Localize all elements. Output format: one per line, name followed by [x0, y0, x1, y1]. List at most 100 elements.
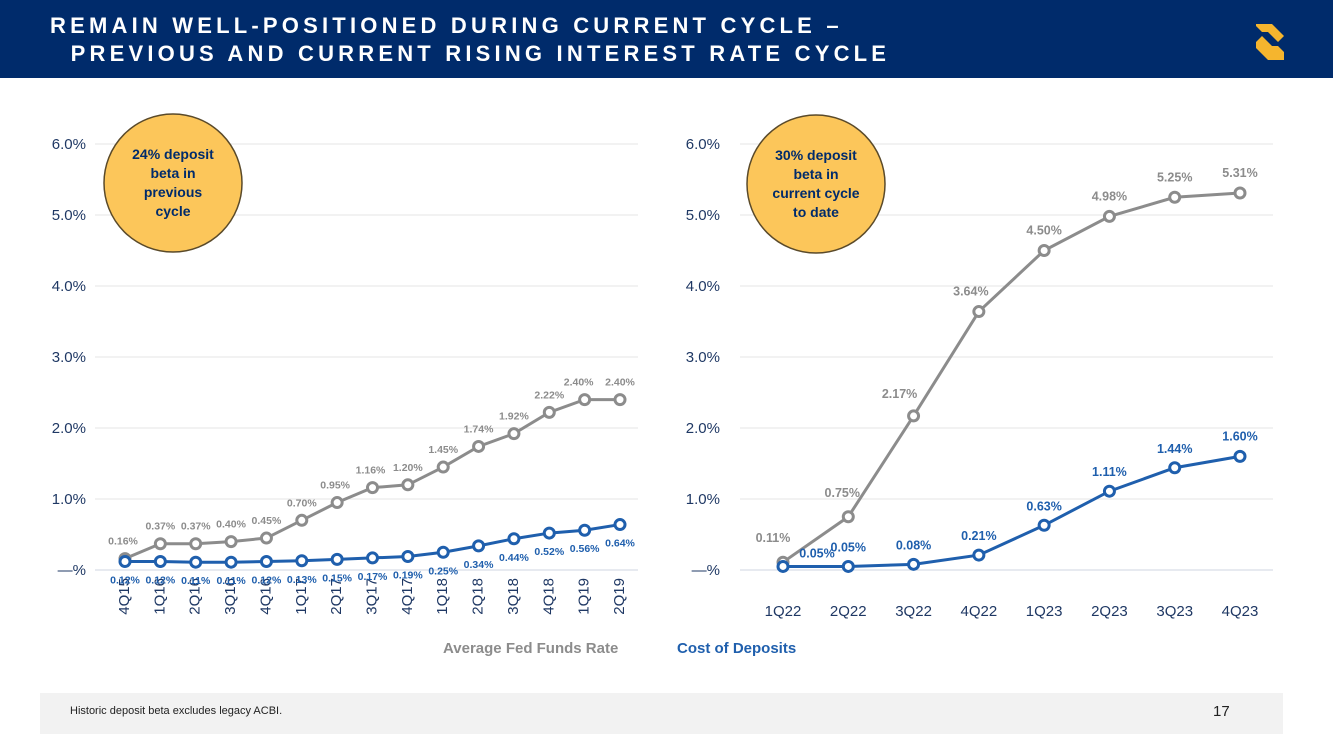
data-point	[1233, 449, 1247, 463]
data-point	[189, 555, 203, 569]
data-label: 0.05%	[831, 540, 866, 554]
data-label: 1.45%	[428, 444, 458, 456]
deposit-beta-badge	[746, 114, 886, 254]
data-point	[224, 535, 238, 549]
x-tick-label: 1Q17	[293, 578, 310, 615]
legend-cost-of-deposits: Cost of Deposits	[677, 640, 797, 657]
data-point	[578, 393, 592, 407]
data-point	[841, 559, 855, 573]
data-label: 0.15%	[322, 572, 352, 584]
badge-text-line: beta in	[793, 166, 838, 182]
data-label: 0.13%	[287, 574, 317, 586]
data-point	[972, 305, 986, 319]
data-point	[507, 532, 521, 546]
data-label: 0.17%	[358, 571, 388, 583]
series-line	[782, 191, 1241, 564]
badge-text-line: beta in	[150, 165, 195, 181]
x-tick-label: 1Q22	[765, 603, 802, 620]
data-label: 0.40%	[216, 519, 246, 531]
data-label: 0.11%	[216, 575, 246, 587]
data-label: 2.22%	[534, 389, 564, 401]
header-bar: REMAIN WELL-POSITIONED DURING CURRENT CY…	[0, 0, 1333, 78]
data-label: 0.11%	[181, 575, 211, 587]
y-tick-label: —%	[692, 562, 720, 579]
data-label: 4.50%	[1026, 224, 1061, 238]
x-tick-label: 3Q17	[363, 578, 380, 615]
x-tick-label: 2Q16	[187, 578, 204, 615]
data-label: 0.37%	[145, 521, 175, 533]
badge-text-line: current cycle	[772, 185, 859, 201]
data-point	[401, 478, 415, 492]
data-label: 3.64%	[953, 285, 988, 299]
data-point	[542, 405, 556, 419]
data-point	[259, 554, 273, 568]
data-label: 0.21%	[961, 529, 996, 543]
y-tick-label: 4.0%	[686, 278, 720, 295]
data-point	[907, 409, 921, 423]
data-label: 0.12%	[252, 574, 282, 586]
footer-bar: Historic deposit beta excludes legacy AC…	[40, 693, 1283, 734]
data-point	[1102, 484, 1116, 498]
data-label: 0.19%	[393, 570, 423, 582]
data-point	[472, 539, 486, 553]
y-tick-label: 3.0%	[686, 349, 720, 366]
footnote: Historic deposit beta excludes legacy AC…	[70, 705, 283, 717]
data-point	[295, 554, 309, 568]
data-point	[1037, 244, 1051, 257]
data-point	[118, 554, 132, 568]
data-label: 1.44%	[1157, 442, 1192, 456]
y-tick-label: 6.0%	[52, 136, 86, 153]
data-point	[436, 545, 450, 559]
badge-text-line: previous	[144, 184, 203, 200]
x-tick-label: 3Q22	[895, 603, 932, 620]
data-label: 0.95%	[320, 480, 350, 492]
data-label: 0.52%	[534, 546, 564, 558]
data-point	[1168, 461, 1182, 475]
data-point	[907, 557, 921, 571]
data-label: 1.74%	[464, 423, 494, 435]
data-label: 0.12%	[145, 574, 175, 586]
data-point	[153, 554, 167, 568]
badge-text-line: 24% deposit	[132, 146, 214, 162]
slide-title: REMAIN WELL-POSITIONED DURING CURRENT CY…	[50, 12, 890, 68]
data-label: 1.60%	[1222, 429, 1257, 443]
data-point	[1102, 209, 1116, 223]
data-label: 0.05%	[799, 546, 834, 560]
badge-text-line: cycle	[155, 203, 190, 219]
x-tick-label: 2Q17	[328, 578, 345, 615]
data-label: 0.16%	[108, 536, 138, 548]
badge-text-line: 30% deposit	[775, 147, 857, 163]
deposit-beta-badge	[103, 113, 243, 253]
data-label: 0.08%	[896, 538, 931, 552]
y-tick-label: 2.0%	[52, 420, 86, 437]
data-label: 0.56%	[570, 543, 600, 555]
series-line	[783, 454, 1241, 568]
y-tick-label: 6.0%	[686, 136, 720, 153]
data-point	[1168, 190, 1182, 204]
data-point	[578, 523, 592, 537]
data-label: 0.70%	[287, 497, 317, 509]
data-point	[472, 439, 486, 453]
data-point	[259, 531, 273, 545]
data-point	[542, 526, 556, 540]
data-label: 5.25%	[1157, 170, 1192, 184]
data-label: 0.37%	[181, 521, 211, 533]
data-label: 0.25%	[428, 565, 458, 577]
data-label: 1.20%	[393, 462, 423, 474]
data-point	[366, 551, 379, 565]
y-tick-label: 3.0%	[52, 349, 86, 366]
data-point	[972, 548, 986, 562]
data-label: 0.45%	[252, 515, 282, 527]
data-label: 2.17%	[882, 387, 917, 401]
data-point	[330, 552, 344, 566]
title-line-2: PREVIOUS AND CURRENT RISING INTEREST RAT…	[50, 41, 891, 66]
y-tick-label: 5.0%	[52, 207, 86, 224]
x-tick-label: 4Q23	[1222, 603, 1259, 620]
y-tick-label: 1.0%	[686, 491, 720, 508]
data-label: 0.11%	[756, 531, 791, 545]
data-point	[436, 460, 450, 474]
x-tick-label: 3Q18	[505, 578, 522, 615]
x-tick-label: 1Q23	[1026, 603, 1063, 620]
page-number: 17	[1213, 703, 1230, 720]
y-tick-label: 2.0%	[686, 420, 720, 437]
